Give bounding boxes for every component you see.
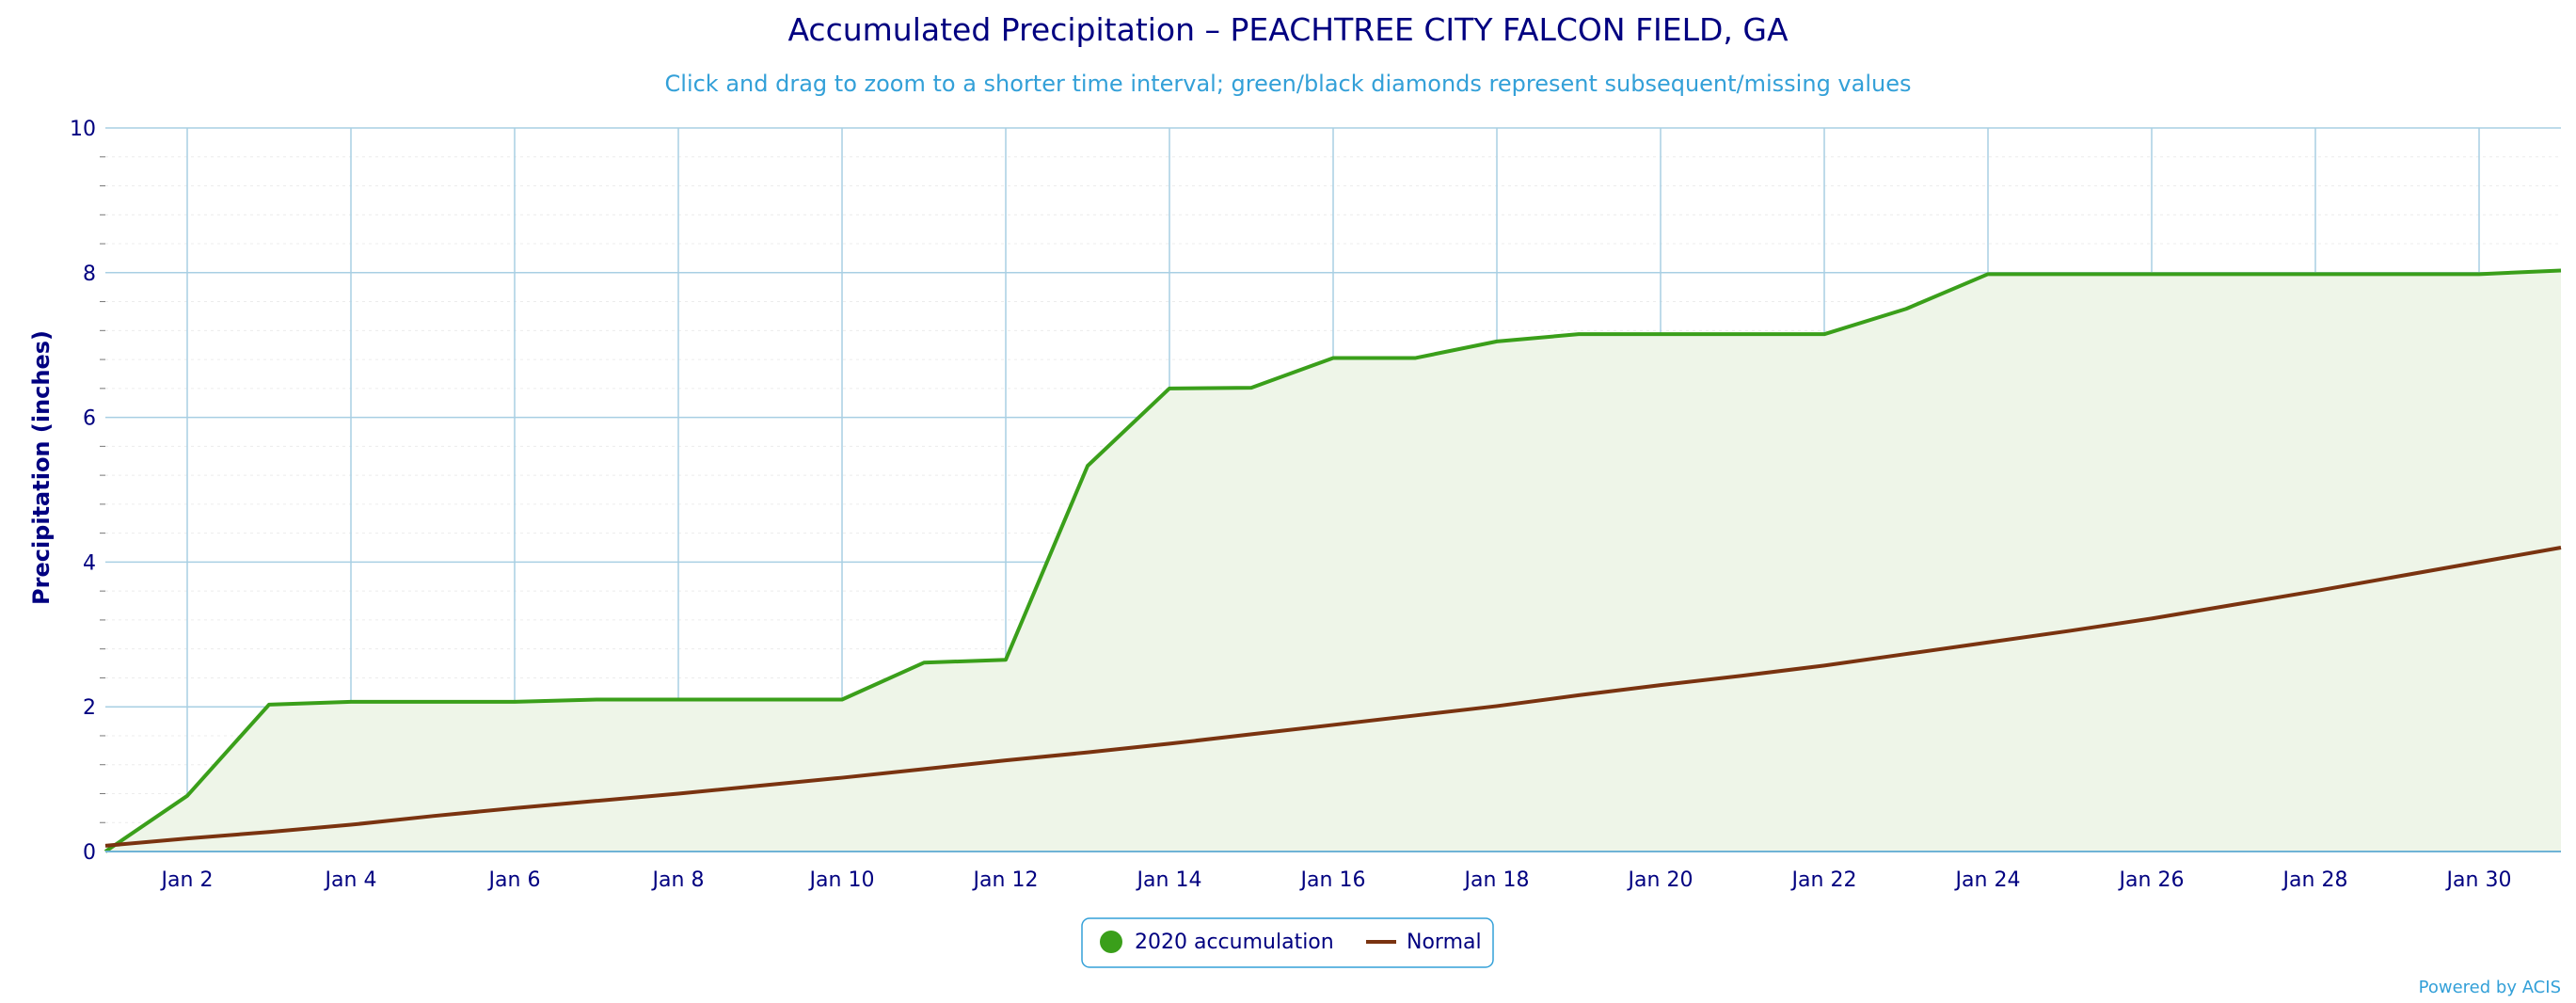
y-tick-label: 10 (70, 118, 96, 141)
x-tick-label: Jan 30 (2445, 868, 2512, 892)
x-tick-label: Jan 14 (1136, 868, 1202, 892)
series-line-normal[interactable] (104, 546, 2562, 848)
x-tick-label: Jan 8 (651, 868, 705, 892)
legend-label-normal[interactable]: Normal (1407, 931, 1482, 954)
series-lines (103, 268, 2562, 853)
x-axis-tick-labels: Jan 2 Jan 4 Jan 6 Jan 8 Jan 10 Jan 12 Jan 14 Ja… (160, 868, 2512, 892)
y-tick-label: 6 (83, 407, 96, 431)
x-tick-label: Jan 6 (487, 868, 541, 892)
x-tick-label: Jan 20 (1627, 868, 1693, 892)
x-tick-label: Jan 4 (324, 868, 377, 892)
x-tick-label: Jan 18 (1463, 868, 1530, 892)
y-tick-label: 0 (83, 841, 96, 865)
x-tick-label: Jan 16 (1299, 868, 1366, 892)
y-tick-label: 4 (83, 551, 96, 575)
x-tick-label: Jan 24 (1954, 868, 2021, 892)
x-tick-label: Jan 12 (972, 868, 1039, 892)
x-tick-label: Jan 10 (808, 868, 875, 892)
y-tick-label: 8 (83, 263, 96, 286)
series-line-2020[interactable] (103, 268, 2562, 853)
y-axis-tick-labels: 0 2 4 6 8 10 (70, 118, 96, 865)
chart-title: Accumulated Precipitation – PEACHTREE CI… (787, 11, 1789, 48)
accumulation-area (105, 270, 2561, 852)
credit-link[interactable]: Powered by ACIS (2419, 978, 2561, 997)
y-tick-label: 2 (83, 696, 96, 720)
legend[interactable]: 2020 accumulation Normal (1081, 917, 1494, 968)
area-fill-layer (105, 270, 2561, 852)
legend-label-2020[interactable]: 2020 accumulation (1135, 931, 1334, 954)
chart-subtitle: Click and drag to zoom to a shorter time… (665, 71, 1912, 97)
x-tick-label: Jan 2 (160, 868, 214, 892)
x-tick-label: Jan 28 (2282, 868, 2348, 892)
x-tick-label: Jan 26 (2118, 868, 2185, 892)
y-axis-label: Precipitation (inches) (28, 330, 55, 605)
legend-marker-2020[interactable] (1100, 931, 1122, 953)
x-tick-label: Jan 22 (1790, 868, 1857, 892)
legend-box (1081, 917, 1494, 968)
